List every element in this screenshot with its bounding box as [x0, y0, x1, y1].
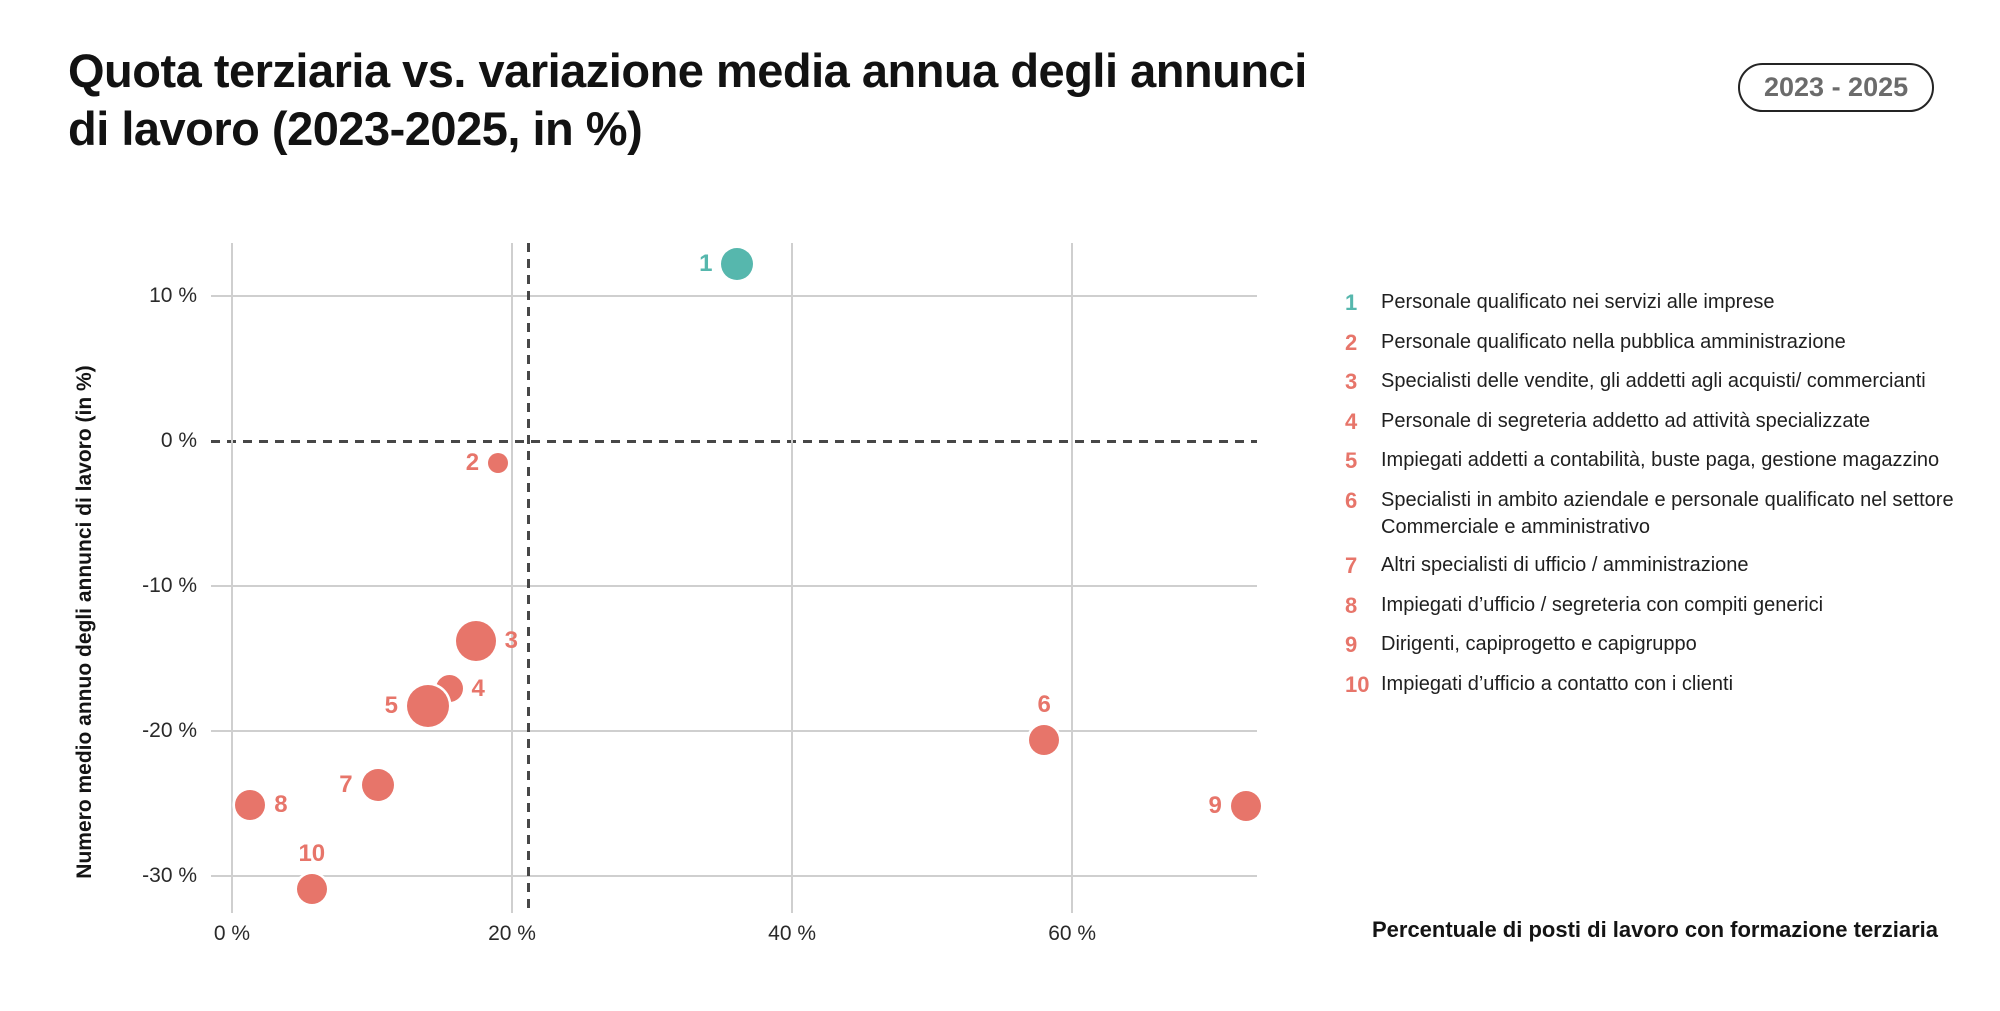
legend-item: 3 Specialisti delle vendite, gli addetti …	[1345, 368, 1956, 397]
x-tick-label: 40 %	[768, 922, 817, 945]
gridline-horizontal	[211, 730, 1257, 733]
legend-item-number: 8	[1345, 592, 1358, 618]
legend-item: 10 Impiegati d’ufficio a contatto con i c…	[1345, 671, 1956, 700]
bubble-2	[488, 452, 509, 473]
page-title: Quota terziaria vs. variazione media ann…	[68, 42, 1307, 158]
legend-item-number: 6	[1345, 487, 1358, 513]
bubble-label-4: 4	[471, 674, 485, 702]
scatter-plot-area: 10 % 0 % -10 % -20 % -30 % 0 % 20 % 40 % 60 % 1 2 3…	[142, 243, 1261, 945]
gridline-vertical	[231, 243, 233, 913]
legend-item-number: 2	[1345, 329, 1358, 355]
legend-item: 8 Impiegati d’ufficio / segreteria con co…	[1345, 592, 1956, 621]
reference-line-vertical	[527, 243, 531, 913]
bubble-label-9: 9	[1208, 792, 1222, 820]
page-title-line2: di lavoro (2023-2025, in %)	[68, 101, 643, 155]
x-tick-label: 0 %	[213, 922, 251, 945]
legend-item-number: 7	[1345, 552, 1358, 578]
x-tick-label: 20 %	[488, 922, 536, 945]
page-title-line1: Quota terziaria vs. variazione media ann…	[68, 44, 1307, 97]
legend-item-number: 4	[1345, 408, 1358, 434]
legend-item-number: 1	[1345, 290, 1358, 315]
legend-item: 6 Specialisti in ambito aziendale e perso…	[1345, 487, 1956, 541]
bubble-label-3: 3	[504, 627, 518, 655]
bubble-1	[721, 248, 754, 281]
legend-item-label: Impiegati d’ufficio / segreteria con com…	[1381, 593, 1824, 616]
gridline-vertical	[791, 243, 794, 913]
bubble-label-7: 7	[339, 770, 353, 798]
legend-item-label: Impiegati d’ufficio a contatto con i cli…	[1381, 672, 1734, 695]
bubble-5	[407, 685, 450, 728]
y-tick-label: -20 %	[142, 719, 197, 743]
legend-item-label: Specialisti delle vendite, gli addetti a…	[1381, 370, 1926, 393]
bubble-label-10: 10	[298, 840, 326, 868]
legend-item: 1 Personale qualificato nei servizi alle …	[1345, 289, 1956, 318]
period-badge: 2023 - 2025	[1738, 63, 1935, 112]
bubble-6	[1029, 724, 1060, 755]
bubble-label-2: 2	[465, 448, 480, 476]
gridline-horizontal	[211, 295, 1257, 298]
legend-item-label: Personale di segreteria addetto ad attiv…	[1381, 409, 1871, 432]
bubble-label-1: 1	[699, 250, 713, 278]
legend-item-number: 9	[1345, 632, 1358, 658]
y-tick-label: -30 %	[142, 864, 197, 888]
bubble-label-8: 8	[274, 790, 288, 818]
legend-item: 4 Personale di segreteria addetto ad atti…	[1345, 408, 1956, 437]
legend-item: 5 Impiegati addetti a contabilità, buste …	[1345, 447, 1956, 476]
gridline-vertical	[1071, 243, 1074, 913]
bubble-8	[235, 789, 266, 820]
legend-item-label: Personale qualificato nei servizi alle i…	[1381, 291, 1775, 313]
legend-item-number: 5	[1345, 448, 1358, 474]
legend: 1 Personale qualificato nei servizi alle …	[1345, 289, 1956, 699]
gridline-horizontal	[211, 875, 1257, 878]
legend-item-label: Impiegati addetti a contabilità, buste p…	[1381, 449, 1940, 472]
gridline-horizontal	[211, 585, 1257, 588]
reference-line-horizontal	[211, 439, 1257, 443]
legend-item: 2 Personale qualificato nella pubblica am…	[1345, 329, 1956, 358]
legend-item-label: Altri specialisti di ufficio / amministr…	[1381, 553, 1749, 576]
bubble-label-6: 6	[1037, 690, 1051, 718]
y-tick-label: 0 %	[160, 429, 197, 453]
y-tick-label: 10 %	[149, 284, 197, 308]
gridline-vertical	[511, 243, 514, 913]
legend-item-label: Personale qualificato nella pubblica amm…	[1381, 330, 1846, 353]
legend-item: 9 Dirigenti, capiprogetto e capigruppo	[1345, 631, 1956, 660]
x-axis-title: Percentuale di posti di lavoro con forma…	[1371, 917, 1938, 942]
x-tick-label: 60 %	[1048, 922, 1097, 945]
bubble-7	[361, 768, 394, 801]
bubble-9	[1230, 791, 1261, 822]
bubble-10	[296, 874, 327, 905]
legend-item-number: 10	[1345, 671, 1370, 697]
legend-item-label: Dirigenti, capiprogetto e capigruppo	[1381, 633, 1697, 656]
y-axis-title: Numero medio annuo degli annunci di lavo…	[73, 365, 96, 879]
legend-item-label: Specialisti in ambito aziendale e person…	[1381, 488, 1954, 538]
bubble-3	[455, 621, 496, 662]
legend-item: 7 Altri specialisti di ufficio / amminist…	[1345, 552, 1956, 581]
y-tick-label: -10 %	[142, 574, 197, 598]
legend-item-number: 3	[1345, 369, 1358, 395]
bubble-label-5: 5	[384, 692, 399, 720]
